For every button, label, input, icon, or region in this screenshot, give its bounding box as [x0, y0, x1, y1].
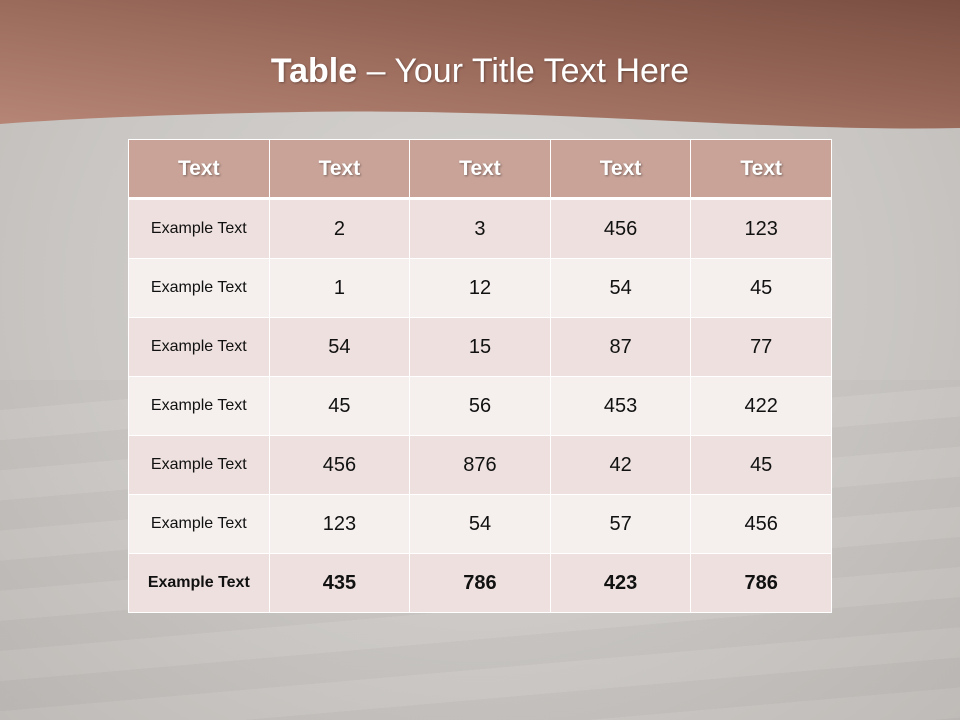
table-row: Example Text 456 876 42 45 [128, 435, 832, 495]
title-bold: Table [270, 52, 358, 90]
header-cell: Text [690, 139, 832, 200]
header-cell: Text [549, 139, 692, 200]
table-row: Example Text 2 3 456 123 [128, 198, 832, 259]
value-cell: 1 [268, 258, 411, 318]
header-cell: Text [268, 139, 411, 200]
value-cell: 77 [690, 317, 832, 377]
value-cell: 56 [409, 376, 551, 436]
value-cell: 15 [409, 317, 551, 377]
header-cell: Text [409, 139, 551, 200]
value-cell: 786 [409, 553, 551, 613]
row-label-cell: Example Text [128, 494, 270, 554]
value-cell: 54 [268, 317, 411, 377]
value-cell: 12 [409, 258, 551, 318]
row-label-cell: Example Text [128, 553, 270, 613]
data-table: Text Text Text Text Text Example Text 2 3 4… [128, 139, 832, 613]
value-cell: 456 [549, 198, 692, 259]
value-cell: 54 [549, 258, 692, 318]
value-cell: 123 [690, 198, 832, 259]
row-label-cell: Example Text [128, 198, 270, 259]
value-cell: 435 [268, 553, 411, 613]
value-cell: 423 [549, 553, 692, 613]
value-cell: 45 [690, 258, 832, 318]
value-cell: 123 [268, 494, 411, 554]
value-cell: 45 [690, 435, 832, 495]
slide-title: Table – Your Title Text Here [0, 52, 960, 91]
table-row: Example Text 54 15 87 77 [128, 317, 832, 377]
value-cell: 42 [549, 435, 692, 495]
value-cell: 422 [690, 376, 832, 436]
header-cell: Text [128, 139, 270, 200]
row-label-cell: Example Text [128, 435, 270, 495]
value-cell: 3 [409, 198, 551, 259]
table-row: Example Text 123 54 57 456 [128, 494, 832, 554]
header-row: Text Text Text Text Text [128, 139, 832, 200]
value-cell: 456 [690, 494, 832, 554]
value-cell: 87 [549, 317, 692, 377]
value-cell: 57 [549, 494, 692, 554]
value-cell: 45 [268, 376, 411, 436]
value-cell: 2 [268, 198, 411, 259]
table-row: Example Text 45 56 453 422 [128, 376, 832, 436]
title-rest: – Your Title Text Here [357, 52, 690, 90]
total-row: Example Text 435 786 423 786 [128, 553, 832, 613]
title-banner [0, 0, 960, 129]
row-label-cell: Example Text [128, 376, 270, 436]
value-cell: 453 [549, 376, 692, 436]
row-label-cell: Example Text [128, 317, 270, 377]
value-cell: 456 [268, 435, 411, 495]
table-row: Example Text 1 12 54 45 [128, 258, 832, 318]
value-cell: 876 [409, 435, 551, 495]
row-label-cell: Example Text [128, 258, 270, 318]
value-cell: 786 [690, 553, 832, 613]
value-cell: 54 [409, 494, 551, 554]
